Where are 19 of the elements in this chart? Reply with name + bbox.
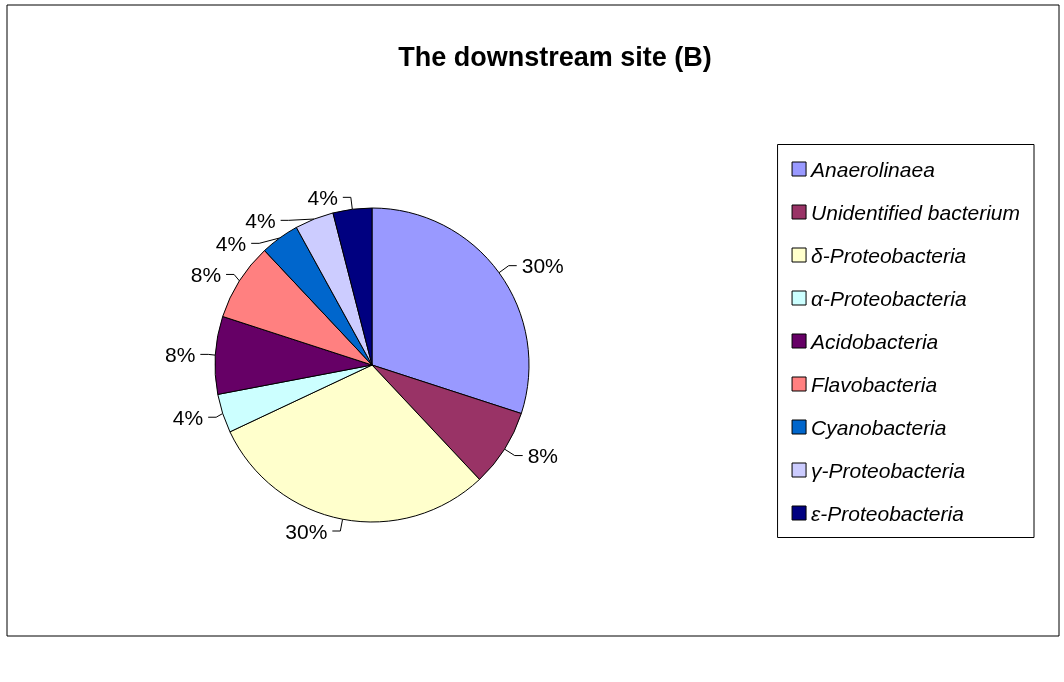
data-label: 4% <box>307 185 338 209</box>
legend-label: ε-Proteobacteria <box>811 501 964 525</box>
legend-label: Unidentified bacterium <box>811 200 1021 224</box>
data-label: 8% <box>164 342 196 366</box>
data-label: 4% <box>172 405 204 429</box>
data-label: 8% <box>190 262 222 286</box>
data-label: 4% <box>215 231 247 255</box>
data-label: 8% <box>527 444 559 468</box>
legend-label: δ-Proteobacteria <box>811 243 967 267</box>
legend-label: α-Proteobacteria <box>811 286 967 310</box>
data-label: 30% <box>285 519 328 543</box>
legend-label: γ-Proteobacteria <box>811 458 966 482</box>
legend-label: Flavobacteria <box>811 372 938 396</box>
data-label: 4% <box>245 208 276 232</box>
chart-title: The downstream site (B) <box>398 41 712 72</box>
legend-label: Acidobacteria <box>809 329 939 353</box>
legend-label: Anaerolinaea <box>809 157 935 181</box>
data-label: 30% <box>521 254 564 278</box>
legend-label: Cyanobacteria <box>811 415 947 439</box>
